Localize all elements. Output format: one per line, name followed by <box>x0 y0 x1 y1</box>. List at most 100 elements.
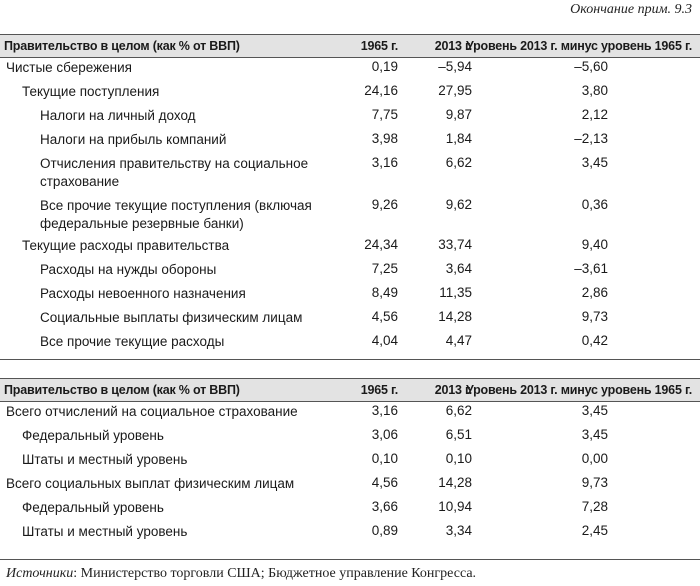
row-label: Налоги на личный доход <box>40 107 196 125</box>
value-1965: 3,98 <box>371 131 398 146</box>
table-1: Правительство в целом (как % от ВВП) 196… <box>0 34 700 349</box>
value-1965: 0,19 <box>371 59 398 74</box>
value-difference: –2,13 <box>574 131 608 146</box>
value-1965: 3,66 <box>371 499 398 514</box>
value-difference: 9,40 <box>581 237 608 252</box>
row-label: Федеральный уровень <box>22 427 164 445</box>
row-label: Всего отчислений на социальное страхован… <box>6 403 298 421</box>
row-label-line: Текущие поступления <box>22 84 160 99</box>
row-label-line: Расходы на нужды обороны <box>40 262 217 277</box>
value-difference: –5,60 <box>574 59 608 74</box>
value-difference: 2,45 <box>581 523 608 538</box>
table-1-bottom-rule <box>0 359 700 360</box>
value-2013: 0,10 <box>445 451 472 466</box>
row-label: Расходы невоенного назначения <box>40 285 246 303</box>
row-label-line: Все прочие текущие расходы <box>40 334 225 349</box>
value-difference: 9,73 <box>581 309 608 324</box>
value-1965: 7,75 <box>371 107 398 122</box>
table-2-bottom-rule <box>0 559 700 560</box>
value-1965: 3,06 <box>371 427 398 442</box>
value-1965: 0,89 <box>371 523 398 538</box>
row-label: Текущие расходы правительства <box>22 237 229 255</box>
sources-note: Источники: Министерство торговли США; Бю… <box>6 566 476 582</box>
value-1965: 4,04 <box>371 333 398 348</box>
header-indicator: Правительство в целом (как % от ВВП) <box>4 39 240 53</box>
value-1965: 7,25 <box>371 261 398 276</box>
value-difference: 0,42 <box>581 333 608 348</box>
header-indicator: Правительство в целом (как % от ВВП) <box>4 383 240 397</box>
value-1965: 0,10 <box>371 451 398 466</box>
value-2013: 6,51 <box>445 427 472 442</box>
table-header: Правительство в целом (как % от ВВП) 196… <box>0 378 700 402</box>
value-2013: 14,28 <box>438 475 472 490</box>
row-label-line: Штаты и местный уровень <box>22 524 188 539</box>
row-label-line: Федеральный уровень <box>22 500 164 515</box>
row-label-line: Чистые сбережения <box>6 60 132 75</box>
row-label: Все прочие текущие поступления (включая ф… <box>40 197 312 233</box>
row-label-line: Штаты и местный уровень <box>22 452 188 467</box>
value-difference: 2,12 <box>581 107 608 122</box>
header-1965: 1965 г. <box>360 383 399 397</box>
row-label-line: Всего отчислений на социальное страхован… <box>6 404 298 419</box>
row-label: Всего социальных выплат физическим лицам <box>6 475 294 493</box>
header-2013: 2013 г. <box>434 39 473 53</box>
row-label-line: страхование <box>40 174 120 189</box>
table-2: Правительство в целом (как % от ВВП) 196… <box>0 378 700 539</box>
note-continuation: Окончание прим. 9.3 <box>570 2 692 17</box>
value-1965: 24,16 <box>364 83 398 98</box>
row-label-line: Налоги на личный доход <box>40 108 196 123</box>
sources-text: : Министерство торговли США; Бюджетное у… <box>73 566 477 581</box>
value-difference: 9,73 <box>581 475 608 490</box>
value-2013: 9,87 <box>445 107 472 122</box>
row-label-line: федеральные резервные банки) <box>40 216 244 231</box>
row-label: Расходы на нужды обороны <box>40 261 216 279</box>
value-difference: 3,45 <box>581 427 608 442</box>
row-label-line: Расходы невоенного назначения <box>40 286 246 301</box>
row-label-line: Социальные выплаты физическим лицам <box>40 310 303 325</box>
row-label-line: Текущие расходы правительства <box>22 238 230 253</box>
row-label-line: Отчисления правительству на социальное <box>40 156 309 171</box>
row-label-line: Всего социальных выплат физическим лицам <box>6 476 295 491</box>
value-2013: 27,95 <box>438 83 472 98</box>
header-2013: 2013 г. <box>434 383 473 397</box>
value-1965: 3,16 <box>371 403 398 418</box>
value-difference: 3,45 <box>581 155 608 170</box>
value-difference: 0,36 <box>581 197 608 212</box>
row-label-line: Налоги на прибыль компаний <box>40 132 227 147</box>
row-label: Штаты и местный уровень <box>22 523 187 541</box>
value-1965: 4,56 <box>371 309 398 324</box>
value-difference: –3,61 <box>574 261 608 276</box>
table-header: Правительство в целом (как % от ВВП) 196… <box>0 34 700 58</box>
value-1965: 9,26 <box>371 197 398 212</box>
value-difference: 0,00 <box>581 451 608 466</box>
value-2013: 9,62 <box>445 197 472 212</box>
row-label-line: Федеральный уровень <box>22 428 164 443</box>
header-difference: Уровень 2013 г. минус уровень 1965 г. <box>465 383 692 397</box>
value-1965: 24,34 <box>364 237 398 252</box>
row-label: Текущие поступления <box>22 83 159 101</box>
sources-label: Источники <box>6 566 74 581</box>
row-label: Отчисления правительству на социальное ст… <box>40 155 308 191</box>
value-1965: 4,56 <box>371 475 398 490</box>
value-2013: 1,84 <box>445 131 472 146</box>
value-2013: 3,64 <box>445 261 472 276</box>
value-difference: 3,45 <box>581 403 608 418</box>
value-2013: 4,47 <box>445 333 472 348</box>
row-label: Социальные выплаты физическим лицам <box>40 309 302 327</box>
row-label: Федеральный уровень <box>22 499 164 517</box>
value-2013: 33,74 <box>438 237 472 252</box>
value-difference: 7,28 <box>581 499 608 514</box>
value-2013: 6,62 <box>445 155 472 170</box>
value-difference: 2,86 <box>581 285 608 300</box>
header-1965: 1965 г. <box>360 39 399 53</box>
value-2013: 11,35 <box>439 285 472 300</box>
value-2013: 6,62 <box>445 403 472 418</box>
value-2013: 3,34 <box>445 523 472 538</box>
row-label: Все прочие текущие расходы <box>40 333 224 351</box>
value-2013: –5,94 <box>438 59 472 74</box>
value-1965: 3,16 <box>371 155 398 170</box>
header-difference: Уровень 2013 г. минус уровень 1965 г. <box>465 39 692 53</box>
row-label: Чистые сбережения <box>6 59 132 77</box>
value-1965: 8,49 <box>371 285 398 300</box>
row-label-line: Все прочие текущие поступления (включая <box>40 198 312 213</box>
